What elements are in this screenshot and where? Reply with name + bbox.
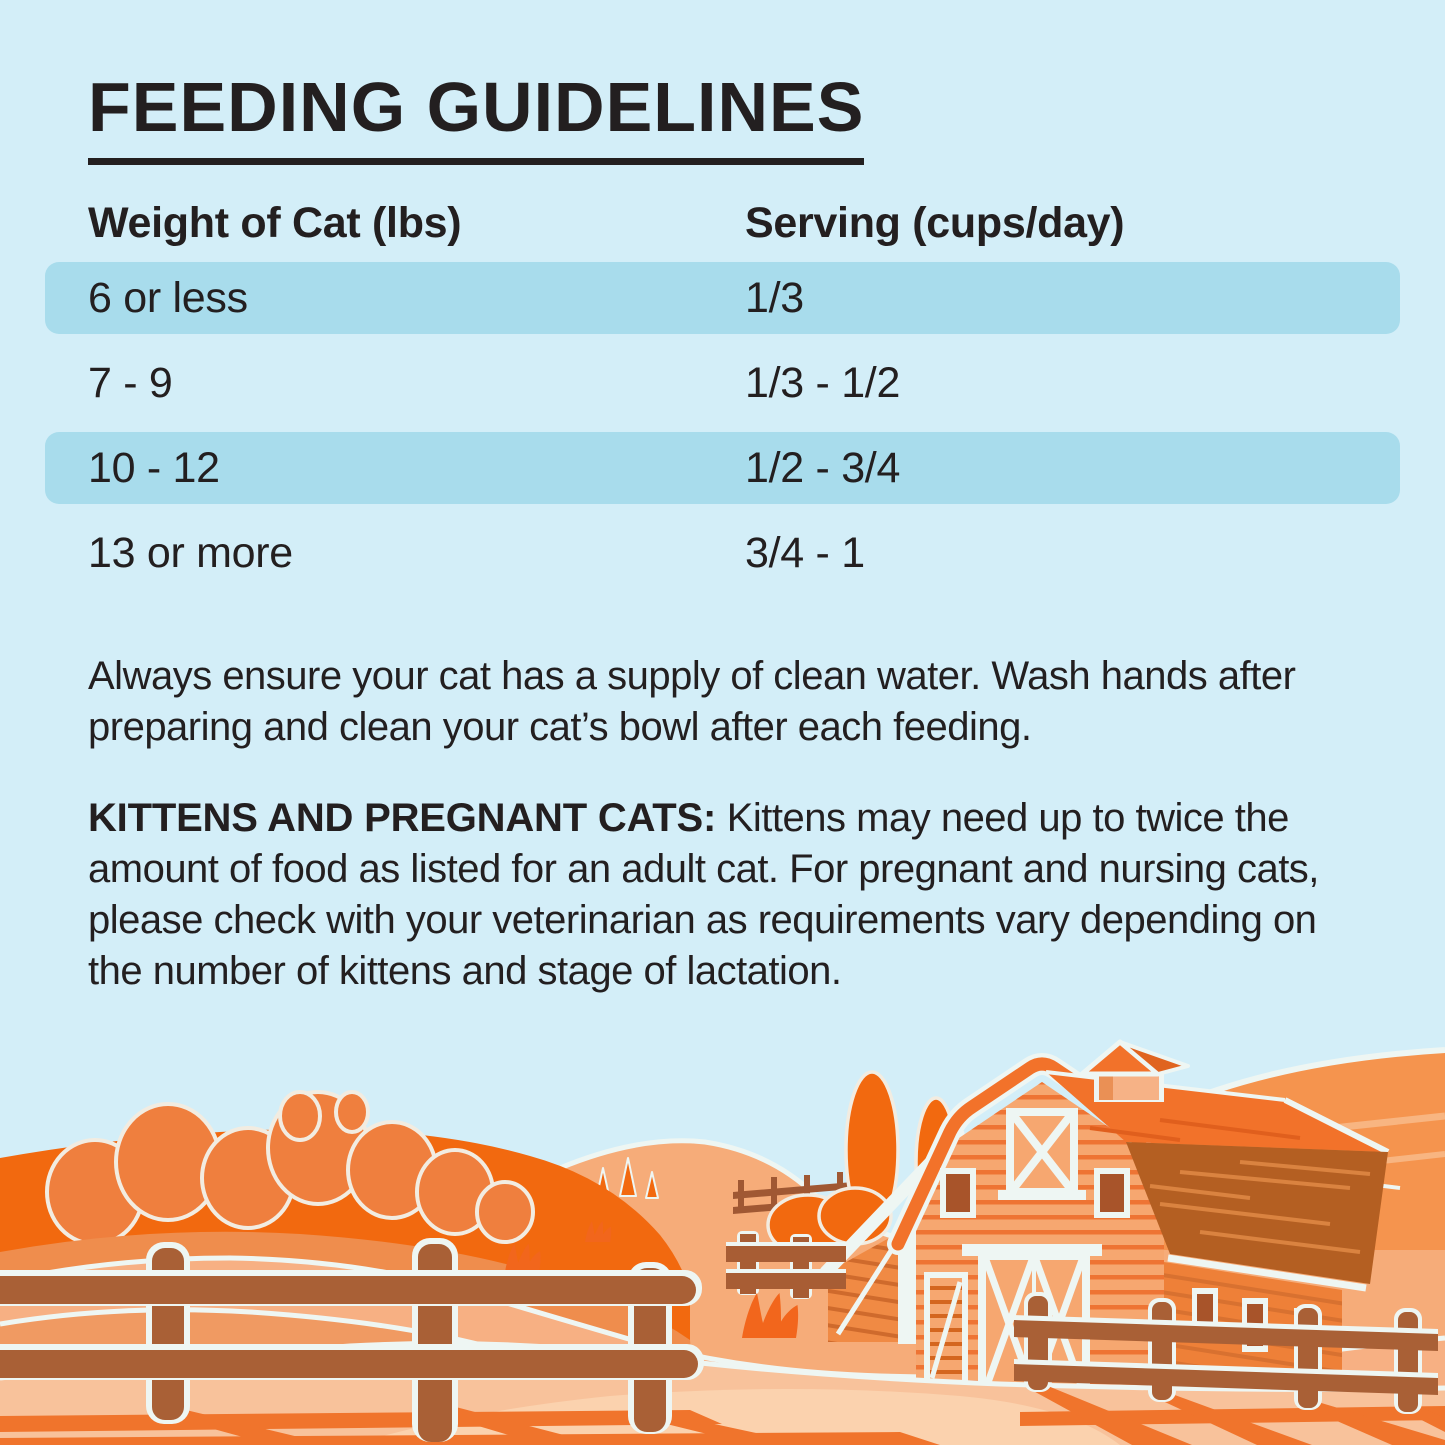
kittens-note-text: Kittens may need up to twice the amount …	[88, 796, 1319, 993]
content-panel: FEEDING GUIDELINES Weight of Cat (lbs) S…	[45, 72, 1400, 997]
weight-cell: 7 - 9	[88, 358, 173, 407]
right-fence	[1014, 1292, 1438, 1414]
serving-cell: 1/3 - 1/2	[745, 358, 901, 407]
table-row: 10 - 12 1/2 - 3/4	[45, 432, 1400, 504]
side-door	[924, 1272, 968, 1388]
table-row: 6 or less 1/3	[45, 262, 1400, 334]
table-row: 7 - 9 1/3 - 1/2	[45, 347, 1400, 419]
weight-cell: 6 or less	[88, 273, 248, 322]
column-header-serving: Serving (cups/day)	[745, 199, 1125, 247]
serving-cell: 1/3	[745, 273, 804, 322]
page-title: FEEDING GUIDELINES	[88, 72, 865, 165]
hayloft-window	[998, 1108, 1086, 1200]
farm-illustration	[0, 1039, 1445, 1445]
left-fence	[0, 1238, 704, 1442]
water-note: Always ensure your cat has a supply of c…	[88, 654, 1296, 749]
cupola	[1079, 1039, 1190, 1102]
column-header-weight: Weight of Cat (lbs)	[88, 199, 462, 247]
front-windows	[940, 1168, 1130, 1218]
kittens-note-lead: KITTENS AND PREGNANT CATS:	[88, 796, 717, 840]
serving-cell: 1/2 - 3/4	[745, 443, 901, 492]
barn-shed	[819, 1127, 965, 1344]
kittens-note: KITTENS AND PREGNANT CATS: Kittens may n…	[88, 793, 1378, 997]
weight-cell: 13 or more	[88, 528, 293, 577]
table-row: 13 or more 3/4 - 1	[45, 517, 1400, 589]
middle-fence	[726, 1231, 846, 1299]
serving-cell: 3/4 - 1	[745, 528, 865, 577]
tree-cluster-left	[45, 1090, 535, 1246]
barn	[819, 1039, 1390, 1390]
ground-shadows	[0, 1386, 1445, 1445]
weight-cell: 10 - 12	[88, 443, 220, 492]
table-header-row: Weight of Cat (lbs) Serving (cups/day)	[88, 199, 1400, 248]
